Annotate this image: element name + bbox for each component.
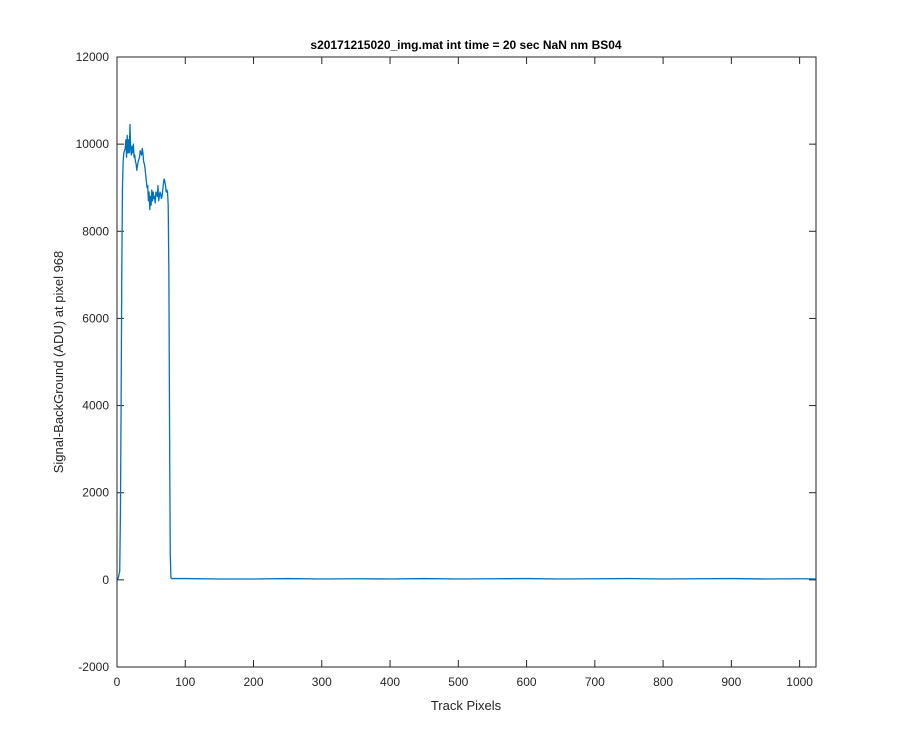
y-tick-label: 12000 — [76, 50, 110, 64]
x-tick-label: 0 — [114, 675, 121, 689]
x-tick-label: 500 — [448, 675, 468, 689]
x-tick-label: 800 — [653, 675, 673, 689]
x-tick-label: 100 — [175, 675, 195, 689]
plot-area — [117, 57, 816, 667]
y-axis-label: Signal-BackGround (ADU) at pixel 968 — [51, 251, 66, 474]
x-axis-label: Track Pixels — [431, 698, 502, 713]
y-tick-label: 10000 — [76, 137, 110, 151]
x-tick-label: 1000 — [786, 675, 813, 689]
series-group — [116, 123, 817, 581]
x-tick-label: 400 — [380, 675, 400, 689]
x-tick-label: 900 — [721, 675, 741, 689]
x-axis-ticks: 0 100 200 300 400 500 600 700 800 900 1000 — [114, 57, 813, 689]
x-tick-label: 300 — [312, 675, 332, 689]
y-tick-label: -2000 — [78, 660, 109, 674]
plot-frame — [116, 56, 817, 668]
y-tick-label: 4000 — [82, 399, 109, 413]
x-tick-label: 700 — [585, 675, 605, 689]
y-tick-label: 0 — [102, 573, 109, 587]
x-tick-label: 600 — [517, 675, 537, 689]
y-tick-label: 8000 — [82, 224, 109, 238]
x-tick-label: 200 — [244, 675, 264, 689]
chart-title: s20171215020_img.mat int time = 20 sec N… — [310, 38, 622, 52]
y-tick-label: 6000 — [82, 311, 109, 325]
y-axis-ticks: -2000 0 2000 4000 6000 8000 10000 12000 — [76, 50, 816, 674]
series-line — [116, 123, 817, 581]
y-tick-label: 2000 — [82, 486, 109, 500]
